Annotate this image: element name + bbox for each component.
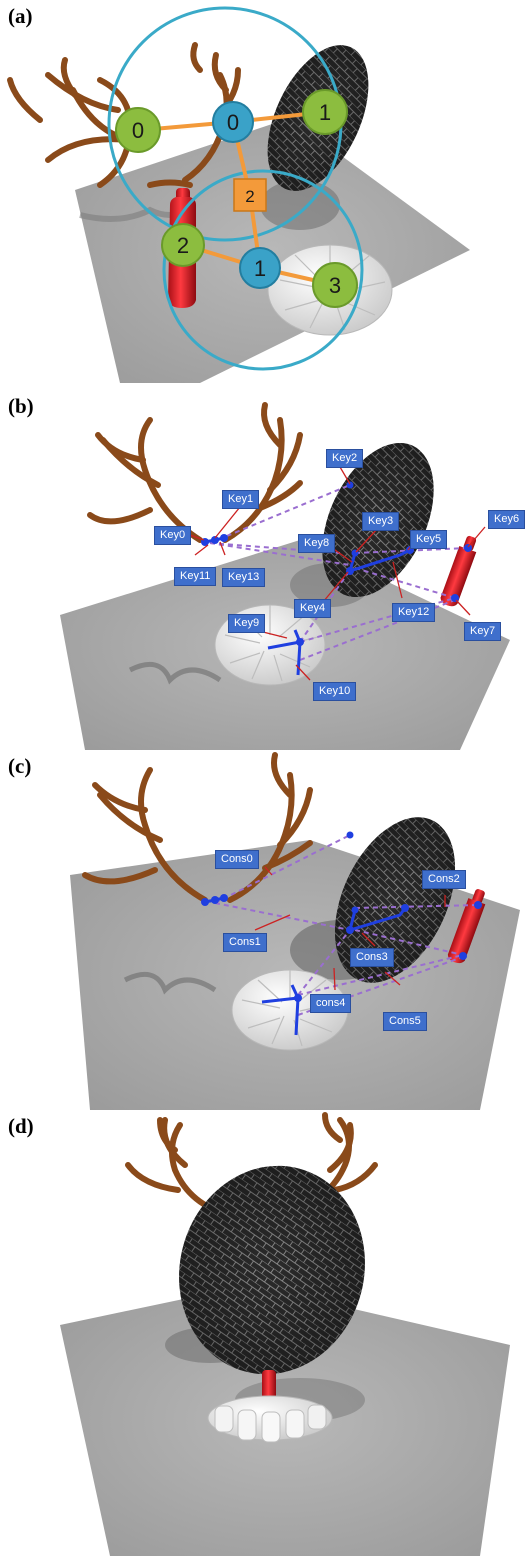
flower [207, 1395, 333, 1443]
green-node-2: 2 [161, 223, 205, 267]
leader-lines [254, 866, 446, 991]
skeleton-joints [201, 831, 482, 1002]
panel-c-letter: (c) [8, 754, 32, 778]
green-node-0: 0 [115, 107, 161, 153]
panel-a-letter: (a) [8, 4, 33, 28]
panel-d: (d) [0, 1110, 530, 1556]
label-cons3: Cons3 [350, 948, 394, 967]
panel-c-scene [70, 752, 520, 1110]
label-cons1: Cons1 [223, 933, 267, 952]
label-key12: Key12 [392, 603, 436, 622]
label-key13: Key13 [222, 568, 266, 587]
svg-text:2: 2 [245, 187, 254, 206]
label-key1: Key1 [222, 490, 260, 509]
bottle [447, 889, 486, 964]
label-key11: Key11 [174, 567, 217, 586]
panel-d-letter: (d) [8, 1114, 34, 1138]
label-cons4: cons4 [310, 994, 352, 1013]
svg-text:0: 0 [132, 118, 144, 143]
label-cons2: Cons2 [422, 870, 466, 889]
label-key6: Key6 [488, 510, 526, 529]
label-key5: Key5 [410, 530, 448, 549]
antlers [87, 402, 303, 543]
panel-b-letter: (b) [8, 394, 34, 418]
green-node-3: 3 [312, 262, 358, 308]
orange-node-2: 2 [233, 178, 267, 212]
panel-a: 0 0 1 2 2 1 3 (a) [0, 0, 530, 390]
panel-d-scene [60, 1112, 510, 1556]
label-key8: Key8 [298, 534, 336, 553]
svg-text:1: 1 [319, 100, 331, 125]
label-key2: Key2 [326, 449, 364, 468]
label-key4: Key4 [294, 599, 332, 618]
label-key7: Key7 [464, 622, 502, 641]
panel-a-scene: 0 0 1 2 2 1 3 [7, 6, 470, 383]
label-cons5: Cons5 [383, 1012, 427, 1031]
panel-b: (b) Key0 Key1 Key2 Key3 Key4 Key5 Key6 Key7 Key8… [0, 390, 530, 750]
label-key0: Key0 [154, 526, 192, 545]
svg-text:3: 3 [329, 273, 341, 298]
blue-node-1: 1 [239, 247, 281, 289]
cluster-circle-1 [162, 169, 364, 371]
svg-text:1: 1 [254, 256, 266, 281]
green-node-1: 1 [302, 89, 348, 135]
label-key9: Key9 [228, 614, 266, 633]
label-key10: Key10 [313, 682, 357, 701]
blue-node-0: 0 [212, 101, 254, 143]
svg-text:2: 2 [177, 233, 189, 258]
antlers [82, 752, 313, 903]
svg-text:0: 0 [227, 110, 239, 135]
panel-c: (c) Cons0 Cons1 Cons2 Cons3 cons4 Cons5 [0, 750, 530, 1110]
label-cons0: Cons0 [215, 850, 259, 869]
label-key3: Key3 [362, 512, 400, 531]
